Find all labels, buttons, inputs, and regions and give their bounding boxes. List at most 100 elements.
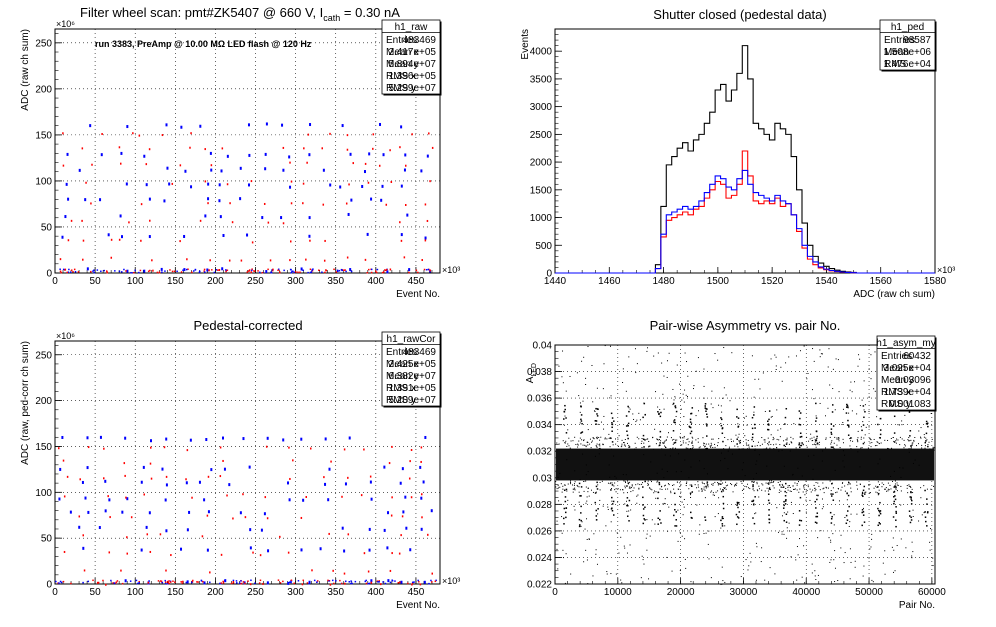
data-point	[767, 437, 769, 439]
data-point-red	[309, 447, 312, 450]
data-point-outlier	[819, 356, 821, 358]
data-point-outlier	[646, 549, 648, 551]
data-point-blue	[368, 152, 371, 156]
y-tick-label: 0.026	[527, 526, 552, 537]
data-point-red	[191, 496, 193, 499]
data-point-outlier	[585, 464, 587, 466]
data-point	[692, 445, 694, 447]
data-point-outlier	[592, 575, 594, 577]
data-point-spike	[924, 489, 926, 492]
data-point-outlier	[843, 466, 845, 468]
data-point-spike	[642, 522, 645, 525]
data-point-blue	[164, 498, 167, 502]
data-point-baseline	[191, 581, 193, 584]
data-point-outlier	[705, 532, 707, 534]
data-point-blue	[266, 581, 269, 585]
data-point	[672, 484, 674, 486]
data-point	[724, 436, 726, 438]
data-point-baseline	[59, 268, 61, 270]
data-point	[635, 484, 637, 486]
data-point-red	[305, 496, 308, 499]
data-point-outlier	[849, 578, 851, 580]
data-point-outlier	[626, 500, 628, 502]
data-point-spike	[595, 515, 598, 517]
data-point-baseline	[246, 271, 249, 273]
data-point	[747, 439, 749, 441]
data-point	[591, 441, 593, 443]
data-point-outlier	[745, 415, 747, 417]
data-point	[810, 491, 812, 493]
data-point	[910, 447, 912, 449]
data-point-spike	[893, 432, 896, 434]
data-point-baseline	[74, 271, 77, 273]
data-point-spike	[705, 410, 707, 412]
data-point	[819, 489, 821, 491]
data-point-spike	[816, 522, 818, 524]
data-point-outlier	[684, 538, 686, 540]
data-point	[815, 489, 817, 491]
data-point-baseline	[96, 269, 99, 271]
data-point-outlier	[610, 521, 612, 523]
x-tick-label: 300	[287, 587, 304, 598]
data-point-outlier	[786, 537, 788, 539]
data-point-blue	[183, 268, 186, 272]
data-point	[792, 485, 794, 487]
data-point-baseline	[59, 580, 62, 583]
data-point	[584, 444, 586, 446]
data-point-red	[101, 132, 103, 135]
data-point-spike	[927, 445, 929, 448]
data-point	[802, 443, 804, 445]
data-point-outlier	[583, 356, 585, 358]
data-point-spike	[863, 416, 865, 419]
data-point-red	[391, 496, 393, 499]
data-point-blue	[183, 234, 186, 238]
data-point-red	[269, 259, 272, 262]
data-point-baseline	[226, 269, 229, 272]
data-point	[589, 438, 591, 440]
data-point-red	[87, 446, 90, 449]
x-tick-label: 20000	[667, 587, 695, 598]
data-point	[763, 439, 765, 441]
data-point-spike	[626, 515, 629, 517]
data-point-spike	[768, 518, 770, 520]
data-point-red	[372, 147, 374, 150]
data-point-spike	[816, 442, 819, 444]
data-point	[775, 443, 777, 445]
x-tick-label: 250	[247, 276, 264, 287]
data-point-baseline	[377, 581, 379, 583]
data-point	[765, 482, 767, 484]
data-point-outlier	[777, 531, 779, 533]
data-point	[835, 492, 837, 494]
data-point	[556, 442, 558, 444]
data-point	[748, 444, 750, 446]
data-point-outlier	[677, 540, 679, 542]
data-point-spike	[738, 448, 740, 450]
data-point-spike	[658, 444, 661, 446]
data-point	[702, 482, 704, 484]
data-point-spike	[862, 424, 865, 426]
data-point-spike	[816, 515, 819, 518]
data-point-outlier	[807, 372, 809, 374]
data-point-spike	[627, 425, 629, 427]
data-point-spike	[612, 514, 615, 516]
data-point-spike	[785, 407, 788, 410]
data-point-baseline	[328, 580, 330, 582]
data-point-spike	[768, 410, 771, 412]
data-point	[637, 483, 639, 485]
data-point-outlier	[624, 547, 626, 549]
data-point	[746, 486, 748, 488]
data-point	[877, 441, 879, 443]
data-point-outlier	[856, 513, 858, 515]
data-point-outlier	[698, 533, 700, 535]
data-point-baseline	[282, 580, 284, 583]
data-point	[730, 483, 732, 485]
data-point	[913, 440, 915, 442]
data-point	[910, 439, 912, 441]
data-point	[723, 487, 725, 489]
x-tick-label: 350	[327, 587, 344, 598]
data-point-spike	[688, 425, 691, 428]
data-point-outlier	[663, 375, 665, 377]
data-point-red	[118, 146, 121, 149]
data-point-outlier	[666, 436, 668, 438]
data-point-blue	[218, 183, 221, 187]
